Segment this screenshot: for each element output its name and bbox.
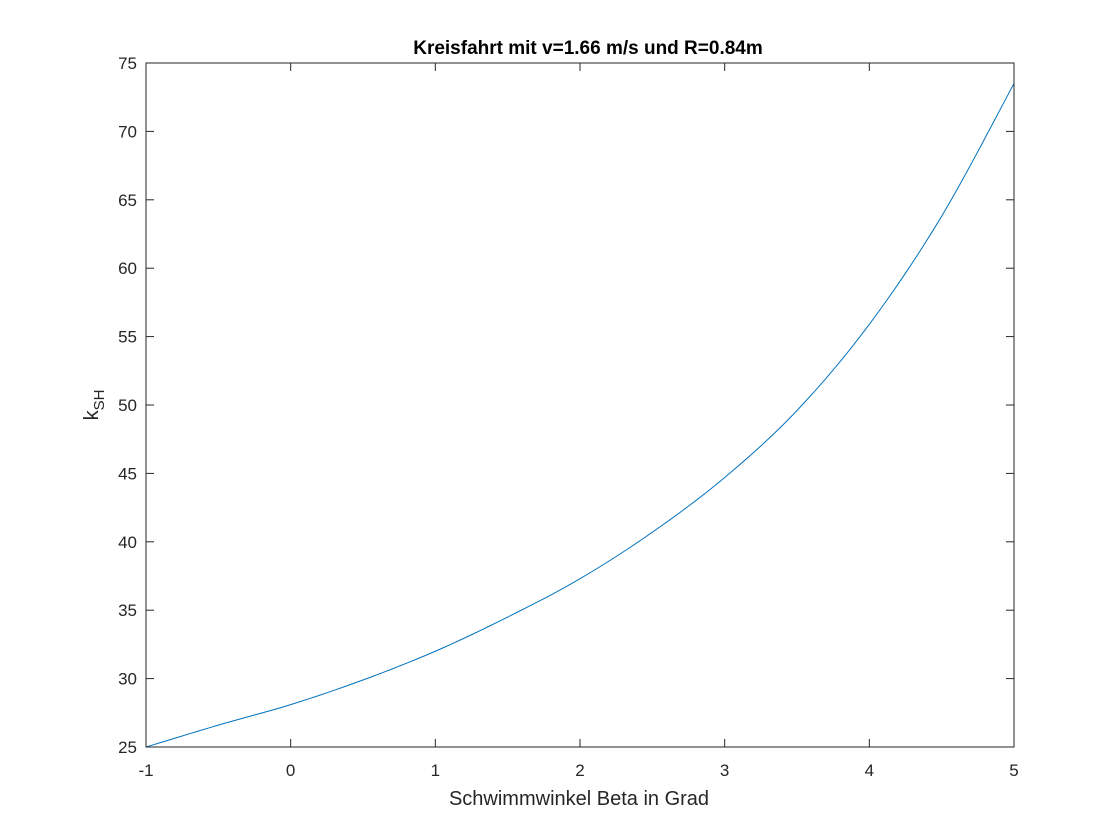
y-tick-label: 65 bbox=[118, 191, 137, 210]
y-tick-label: 45 bbox=[118, 464, 137, 483]
y-tick-label: 55 bbox=[118, 328, 137, 347]
y-tick-label: 30 bbox=[118, 670, 137, 689]
series-line bbox=[145, 83, 1015, 748]
y-tick-label: 40 bbox=[118, 533, 137, 552]
y-tick-labels: 25 30 35 40 45 50 55 60 65 70 75 bbox=[118, 54, 137, 757]
x-axis-label: Schwimmwinkel Beta in Grad bbox=[449, 788, 709, 810]
y-tick-label: 35 bbox=[118, 601, 137, 620]
y-axis-label-subscript: SH bbox=[91, 390, 108, 411]
axis-ticks bbox=[145, 62, 1015, 748]
plot-area-frame bbox=[145, 62, 1015, 748]
x-tick-label: 5 bbox=[1009, 761, 1018, 780]
y-tick-label: 70 bbox=[118, 122, 137, 141]
x-tick-label: 3 bbox=[720, 761, 729, 780]
chart-title: Kreisfahrt mit v=1.66 m/s und R=0.84m bbox=[413, 38, 763, 59]
y-tick-label: 50 bbox=[118, 396, 137, 415]
y-tick-label: 25 bbox=[118, 738, 137, 757]
x-tick-labels: -1 0 1 2 3 4 5 bbox=[138, 761, 1018, 780]
x-tick-label: 2 bbox=[575, 761, 584, 780]
y-tick-label: 60 bbox=[118, 259, 137, 278]
y-tick-label: 75 bbox=[118, 54, 137, 73]
x-tick-label: 0 bbox=[286, 761, 295, 780]
x-tick-label: -1 bbox=[138, 761, 153, 780]
x-tick-label: 4 bbox=[865, 761, 874, 780]
y-axis-label: kSH bbox=[81, 390, 108, 421]
x-tick-label: 1 bbox=[431, 761, 440, 780]
y-axis-label-main: k bbox=[81, 409, 103, 420]
